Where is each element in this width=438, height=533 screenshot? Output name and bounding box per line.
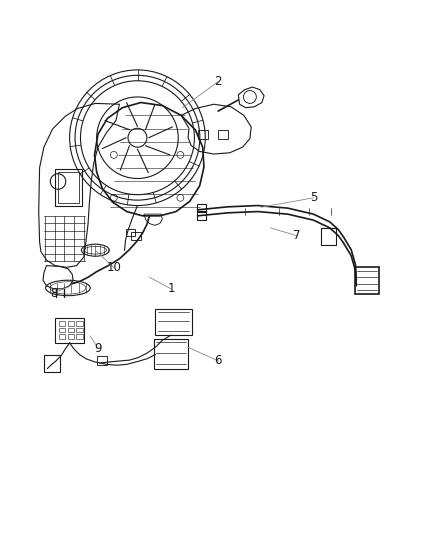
Bar — [59, 321, 65, 326]
Bar — [154, 338, 188, 369]
Bar — [321, 228, 336, 245]
Bar — [77, 328, 82, 332]
Text: 7: 7 — [293, 229, 300, 242]
Bar — [68, 321, 74, 326]
Bar — [55, 168, 81, 206]
Bar — [68, 334, 74, 338]
Text: 6: 6 — [214, 354, 222, 367]
Bar — [77, 334, 82, 338]
Bar — [77, 321, 82, 326]
Text: 1: 1 — [167, 282, 175, 295]
Bar — [59, 328, 65, 332]
Text: 9: 9 — [94, 342, 102, 354]
Bar — [97, 356, 107, 365]
Text: 8: 8 — [50, 287, 57, 300]
Text: 10: 10 — [106, 261, 121, 274]
Bar — [126, 229, 135, 237]
Bar — [68, 328, 74, 332]
Bar — [197, 204, 206, 212]
Bar — [59, 334, 65, 338]
Bar — [155, 309, 192, 335]
Bar — [198, 130, 208, 139]
Bar — [356, 266, 379, 294]
Bar — [131, 232, 141, 240]
Text: 5: 5 — [310, 191, 317, 204]
Bar — [58, 172, 79, 203]
Bar — [218, 130, 229, 139]
Bar — [55, 318, 84, 343]
Bar — [44, 356, 60, 372]
Bar — [197, 211, 206, 220]
Text: 2: 2 — [214, 76, 222, 88]
